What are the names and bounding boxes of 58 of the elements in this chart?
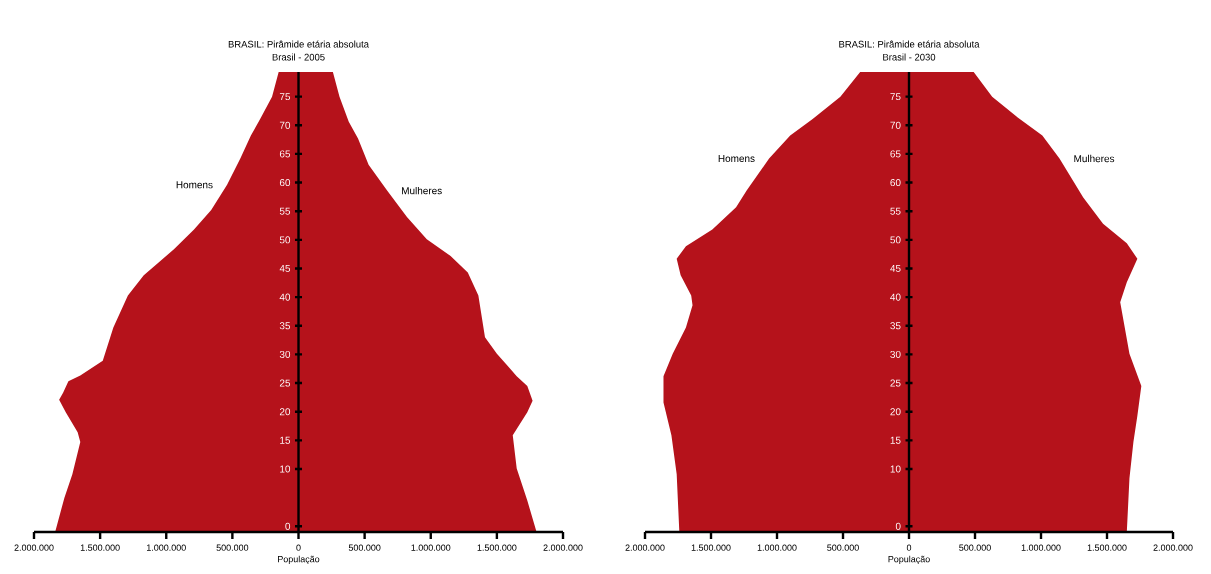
y-tick-label: 10 <box>280 465 291 473</box>
y-tick-label: 65 <box>279 150 291 158</box>
series-label: Mulheres <box>1074 154 1115 163</box>
x-tick-label: 2.000.000 <box>14 544 54 551</box>
x-tick-label: 1.000.000 <box>411 544 451 551</box>
y-tick-label: 25 <box>890 379 901 387</box>
x-tick-label: 1.000.000 <box>146 544 186 551</box>
y-tick-label: 30 <box>279 350 291 358</box>
x-tick-label: 0 <box>906 544 912 551</box>
x-tick-label: 1.000.000 <box>757 544 797 551</box>
y-tick-label: 0 <box>285 522 291 530</box>
chart-title: BRASIL: Pirâmide etária absoluta <box>228 40 369 48</box>
x-tick-label: 500.000 <box>348 544 381 551</box>
y-tick-label: 35 <box>890 322 901 330</box>
y-tick-label: 60 <box>890 179 901 187</box>
chart-subtitle: Brasil - 2030 <box>883 53 936 61</box>
y-tick-label: 20 <box>279 408 291 416</box>
y-tick-label: 50 <box>890 236 901 244</box>
x-tick-label: 1.000.000 <box>1021 544 1061 551</box>
chart-title: BRASIL: Pirâmide etária absoluta <box>839 40 980 48</box>
y-tick-label: 15 <box>280 436 291 444</box>
x-tick-label: 1.500.000 <box>691 544 731 551</box>
y-tick-label: 75 <box>890 93 901 101</box>
x-tick-label: 500.000 <box>959 544 991 551</box>
y-tick-label: 45 <box>279 265 291 272</box>
y-tick-label: 45 <box>890 265 901 272</box>
x-tick-label: 0 <box>296 544 301 551</box>
y-tick-label: 25 <box>279 379 291 387</box>
y-tick-label: 60 <box>279 179 291 187</box>
y-tick-label: 55 <box>890 207 901 215</box>
y-tick-label: 70 <box>890 121 901 129</box>
y-tick-label: 10 <box>890 465 901 473</box>
x-tick-label: 500.000 <box>216 544 249 551</box>
x-axis-title: População <box>888 555 930 565</box>
x-axis-title: População <box>278 555 320 565</box>
x-tick-label: 2.000.000 <box>543 544 583 551</box>
x-tick-label: 2.000.000 <box>1153 544 1193 551</box>
y-tick-label: 50 <box>279 236 291 244</box>
series-label: Mulheres <box>402 186 442 195</box>
x-tick-label: 1.500.000 <box>80 544 120 551</box>
series-label: Homens <box>176 181 213 189</box>
x-tick-label: 500.000 <box>827 544 859 551</box>
x-tick-label: 1.500.000 <box>1087 544 1127 551</box>
y-tick-label: 0 <box>895 522 901 530</box>
y-tick-label: 30 <box>890 350 901 358</box>
series-label: Homens <box>718 155 755 162</box>
x-tick-label: 2.000.000 <box>625 544 665 551</box>
y-tick-label: 40 <box>890 293 901 301</box>
y-tick-label: 35 <box>279 322 291 330</box>
y-tick-label: 40 <box>279 293 291 301</box>
y-tick-label: 15 <box>890 436 901 444</box>
y-tick-label: 20 <box>890 408 901 416</box>
y-tick-label: 55 <box>279 207 291 215</box>
y-tick-label: 75 <box>279 93 291 101</box>
y-tick-label: 70 <box>279 121 291 129</box>
x-tick-label: 1.500.000 <box>477 544 517 551</box>
chart-subtitle: Brasil - 2005 <box>272 53 325 61</box>
y-tick-label: 65 <box>890 150 901 158</box>
